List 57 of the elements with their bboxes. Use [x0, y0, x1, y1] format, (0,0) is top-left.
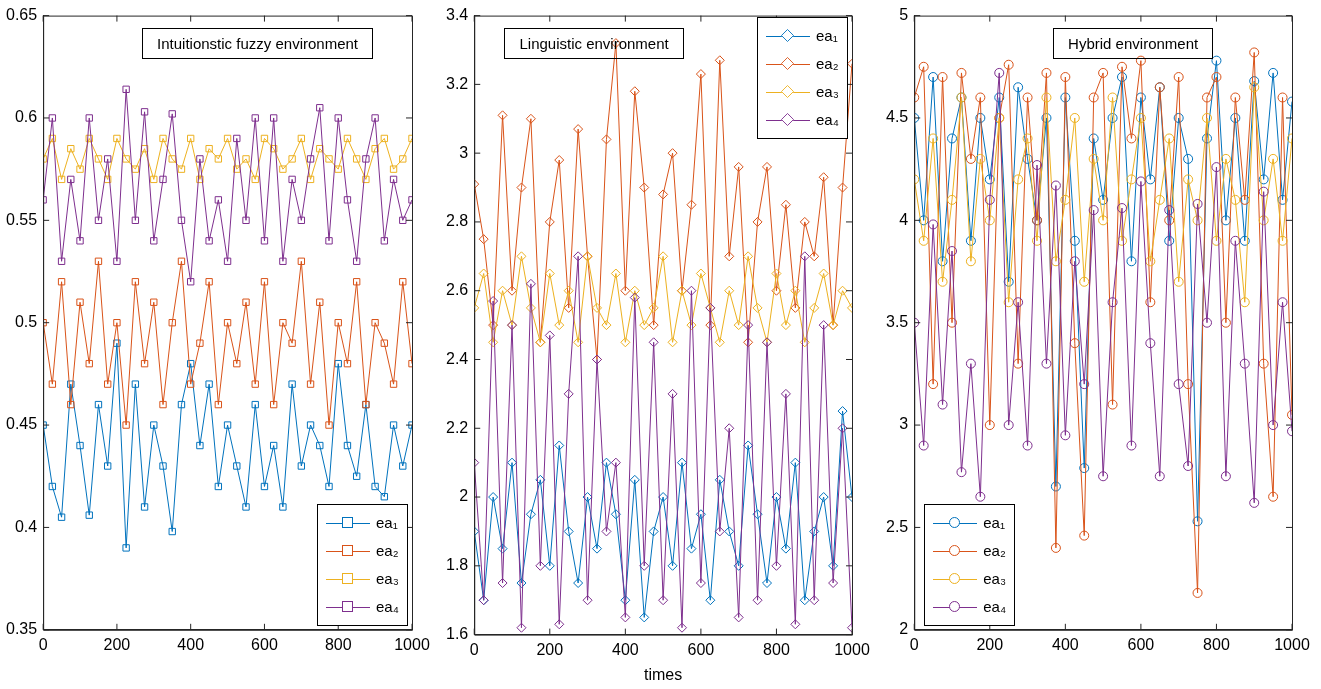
legend-label: ea₁	[816, 27, 838, 45]
y-tick-label: 4.5	[885, 108, 909, 126]
x-tick-label: 800	[1203, 635, 1230, 653]
x-tick-label: 1000	[394, 635, 430, 653]
x-tick-label: 1000	[834, 640, 870, 658]
y-tick-label: 2.4	[445, 349, 469, 367]
x-tick-label: 200	[103, 635, 131, 653]
x-tick-label: 800	[324, 635, 352, 653]
x-tick-label: 400	[611, 640, 639, 658]
x-tick-label: 600	[1127, 635, 1155, 653]
y-tick-label: 4	[899, 210, 909, 228]
y-tick-label: 3	[899, 415, 909, 433]
legend-label: ea₂	[983, 542, 1006, 560]
x-tick-label: 0	[909, 635, 919, 653]
x-tick-label: 400	[177, 635, 205, 653]
y-tick-label: 1.6	[445, 625, 469, 643]
legend-label: ea₂	[816, 55, 839, 73]
x-axis-title: times	[644, 665, 683, 683]
y-tick-label: 3.4	[445, 6, 469, 24]
x-tick-label: 400	[1051, 635, 1079, 653]
y-tick-label: 2.6	[445, 281, 469, 299]
y-tick-label: 1.8	[445, 556, 469, 574]
x-tick-label: 200	[976, 635, 1004, 653]
legend-label: ea₄	[376, 598, 399, 616]
x-tick-label: 0	[469, 640, 479, 658]
legend-label: ea₂	[376, 542, 399, 560]
y-tick-label: 0.35	[6, 620, 38, 638]
y-tick-label: 0.45	[6, 415, 38, 433]
x-tick-label: 800	[763, 640, 790, 658]
legend-label: ea₄	[983, 598, 1007, 616]
y-tick-label: 2.8	[445, 212, 469, 230]
text: Intuitionstic fuzzy environment	[142, 27, 373, 59]
y-tick-label: 3.2	[445, 74, 469, 92]
legend-label: ea₁	[983, 514, 1005, 532]
x-tick-label: 600	[687, 640, 715, 658]
legend-label: ea₄	[816, 111, 839, 129]
y-tick-label: 5	[899, 6, 909, 24]
y-tick-label: 0.6	[14, 108, 38, 126]
x-tick-label: 0	[38, 635, 48, 653]
y-tick-label: 2.2	[445, 418, 469, 436]
x-tick-label: 600	[251, 635, 278, 653]
y-tick-label: 0.4	[14, 517, 38, 535]
legend-label: ea₃	[816, 83, 839, 101]
x-tick-label: 1000	[1274, 635, 1310, 653]
y-tick-label: 2.5	[885, 517, 909, 535]
y-tick-label: 2	[459, 487, 469, 505]
y-tick-label: 0.5	[14, 313, 38, 331]
legend-label: ea₃	[376, 570, 399, 588]
y-tick-label: 0.65	[6, 6, 38, 24]
y-tick-label: 3	[459, 143, 469, 161]
y-tick-label: 3.5	[885, 313, 909, 331]
legend-label: ea₁	[376, 514, 398, 532]
text: Hybrid environment	[1053, 27, 1214, 59]
legend-label: ea₃	[983, 570, 1007, 588]
y-tick-label: 2	[899, 620, 909, 638]
x-tick-label: 200	[536, 640, 564, 658]
y-tick-label: 0.55	[6, 210, 38, 228]
